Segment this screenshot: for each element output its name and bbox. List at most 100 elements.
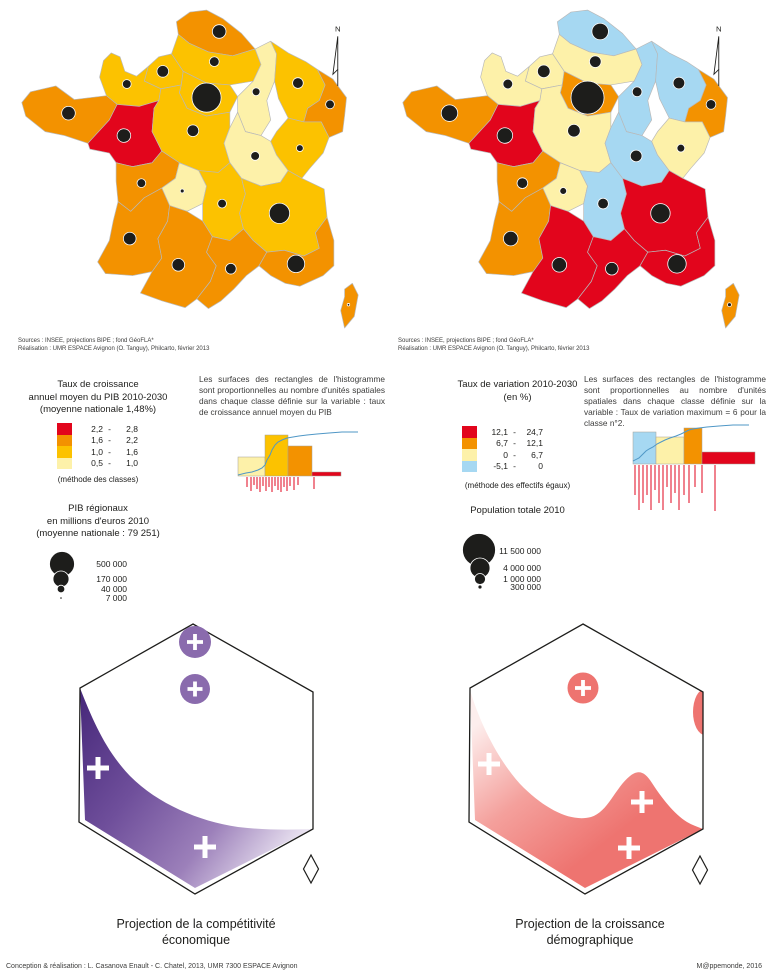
proportional-circle-auvergne: [597, 197, 609, 210]
proportional-circle-languedoc-roussillon: [605, 262, 619, 276]
legend-class-row: 1,6- 2,2: [57, 434, 138, 446]
legend-class-row: 6,7-12,1: [462, 437, 543, 449]
region-paca: [258, 216, 335, 287]
region-midi-pyrenees: [521, 205, 598, 308]
size-legend-pib-title: PIB régionaux en millions d'euros 2010 (…: [8, 503, 188, 541]
legend-variation-title: Taux de variation 2010-2030 (en %): [430, 379, 605, 404]
legend-pib-title: Taux de croissance annuel moyen du PIB 2…: [8, 379, 188, 417]
legend-swatch: [462, 437, 477, 449]
histogram-bar-gold: [264, 434, 289, 477]
legend-class-value: 1,6: [91, 435, 103, 446]
legend-swatch: [462, 449, 477, 461]
proportional-circle-poitou-charentes: [516, 177, 529, 189]
legend-class-value: -5,1: [493, 461, 508, 472]
legend-class-value: 1,6: [126, 446, 138, 457]
histogram-bar-red: [701, 451, 756, 465]
caption-line: économique: [161, 932, 231, 947]
legend-class-row: -5,1- 0: [462, 460, 543, 472]
proportional-circle-bourgogne: [629, 149, 643, 163]
proportional-circle-ile-de-france: [570, 80, 605, 115]
proportional-circle-basse-normandie: [502, 78, 514, 90]
north-arrow: N: [332, 25, 341, 86]
proportional-circle-alsace: [705, 99, 717, 110]
proportional-circle-paca: [667, 254, 687, 274]
legend-title-line: (moyenne nationale 1,48%): [39, 404, 157, 416]
legend-class-range: 0- 6,7: [486, 450, 543, 460]
caption-line: démographique: [546, 932, 634, 947]
proportional-circle-nord-pas-de-calais: [211, 24, 227, 39]
realisation-line: Réalisation : UMR ESPACE Avignon (O. Tan…: [398, 346, 590, 353]
plus-icon: [194, 836, 216, 858]
plus-circle: [567, 672, 599, 704]
proportional-circle-corse: [346, 303, 351, 307]
size-legend-value: 4 000 000: [503, 563, 541, 573]
plus-circle: [180, 674, 210, 704]
proportional-circle-franche-comte: [296, 144, 304, 152]
legend-title-line: annuel moyen du PIB 2010-2030: [28, 391, 168, 403]
proportional-circle-alsace: [325, 99, 335, 110]
footer-credit: Conception & réalisation : L. Casanova E…: [6, 963, 298, 970]
hexagon-demographie: [468, 623, 709, 895]
north-arrow: N: [713, 25, 722, 86]
map-pib-sources: Sources : INSEE, projections BIPE ; fond…: [18, 337, 209, 354]
diamond-icon: [691, 854, 709, 886]
legend-swatch: [462, 460, 477, 472]
cumulative-curve: [632, 424, 749, 462]
realisation-line: Réalisation : UMR ESPACE Avignon (O. Tan…: [18, 346, 210, 353]
proportional-circle-basse-normandie: [122, 79, 132, 89]
histogram-bar-orange: [683, 427, 703, 465]
size-legend-title-line: (moyenne nationale : 79 251): [36, 528, 160, 540]
map-pib-croissance: N: [21, 9, 359, 329]
size-legend-pop-title: Population totale 2010: [430, 505, 605, 518]
sources-line: Sources : INSEE, projections BIPE ; fond…: [398, 338, 534, 344]
proportional-circle-lorraine: [672, 76, 686, 90]
proportional-circle-champagne-ardenne: [631, 86, 643, 98]
legend-class-row: 0,5- 1,0: [57, 457, 138, 469]
size-legend-title-line: Population totale 2010: [470, 505, 565, 516]
caption-competitivite: Projection de la compétitivité économiqu…: [56, 917, 336, 948]
legend-class-value: 24,7: [526, 426, 543, 437]
hexagon-outline: [78, 623, 314, 895]
histogram-variation-note: Les surfaces des rectangles de l'histogr…: [584, 374, 766, 429]
proportional-circle-aquitaine: [123, 231, 137, 246]
proportional-circle-haute-normandie: [156, 65, 169, 78]
proportional-circle-picardie: [589, 55, 602, 68]
size-legend-value: 170 000: [96, 574, 127, 584]
region-midi-pyrenees: [140, 205, 217, 308]
histogram-variation: [632, 424, 756, 511]
map-taux-variation: N: [402, 9, 740, 329]
size-legend-title-line: PIB régionaux: [68, 503, 128, 514]
legend-swatch: [57, 446, 72, 458]
plus-icon: [87, 757, 109, 779]
legend-class-value: 2,2: [91, 423, 103, 434]
plus-icon: [575, 680, 591, 696]
proportional-circle-limousin: [179, 188, 185, 194]
size-legend-circle: [52, 570, 70, 588]
legend-swatch: [57, 423, 72, 435]
map-variation-sources: Sources : INSEE, projections BIPE ; fond…: [398, 337, 589, 354]
svg-text:N: N: [335, 25, 341, 34]
proportional-circle-midi-pyrenees: [551, 257, 568, 273]
histogram-bar-red: [311, 471, 342, 477]
proportional-circle-lorraine: [292, 77, 304, 89]
proportional-circle-pays-de-la-loire: [116, 128, 132, 143]
histogram-bar-pale_yellow: [237, 456, 266, 477]
proportional-circle-picardie: [209, 56, 220, 67]
histogram-bar-orange: [287, 445, 313, 477]
legend-pib-classes: 2,2-2,8 1,6-2,2 1,0-1,6 0,5-1,0: [57, 423, 138, 469]
legend-variation-method: (méthode des effectifs égaux): [464, 481, 571, 490]
proportional-circle-auvergne: [217, 198, 227, 209]
legend-class-value: -: [513, 426, 516, 437]
size-legend-value: 500 000: [96, 559, 127, 569]
plus-icon: [187, 634, 203, 650]
proportional-circle-rhone-alpes: [268, 202, 291, 224]
proportional-circle-limousin: [559, 187, 568, 195]
proportional-circle-poitou-charentes: [136, 178, 147, 188]
legend-class-value: -: [108, 458, 111, 469]
legend-swatch: [462, 426, 477, 438]
plus-icon: [631, 791, 653, 813]
size-legend-value: 11 500 000: [499, 546, 541, 556]
proportional-circle-franche-comte: [676, 143, 686, 153]
